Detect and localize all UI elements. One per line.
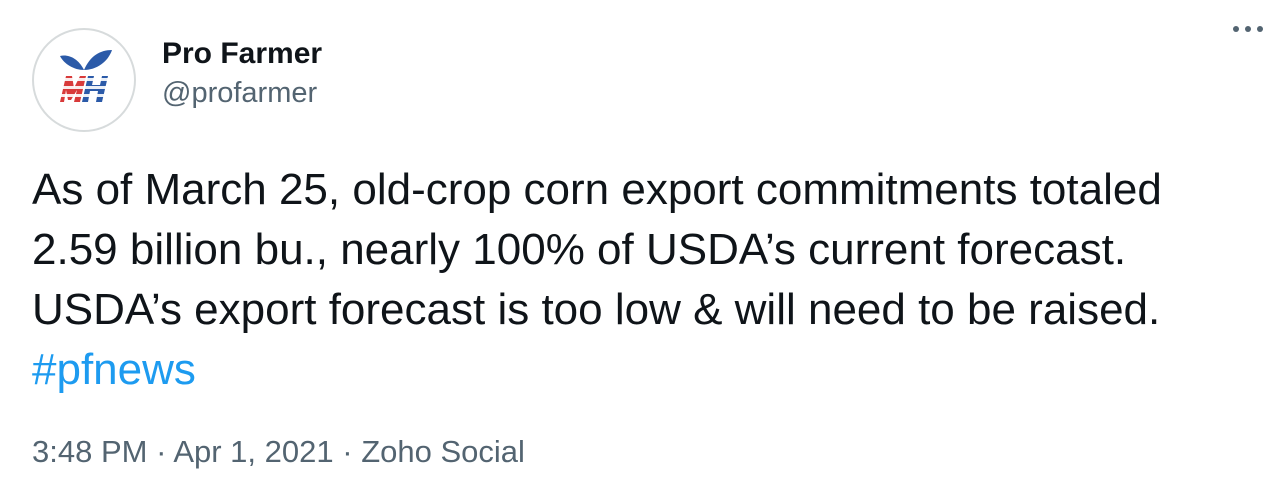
meta-separator: · [156,434,167,469]
meta-separator: · [342,434,353,469]
avatar[interactable] [32,28,136,132]
tweet-body-text: As of March 25, old-crop corn export com… [32,165,1162,334]
author-handle[interactable]: @profarmer [162,76,318,109]
author-display-name[interactable]: Pro Farmer [162,36,323,70]
tweet-metadata: 3:48 PM · Apr 1, 2021 · Zoho Social [32,434,525,470]
more-options-button[interactable] [1228,14,1268,44]
tweet-date[interactable]: Apr 1, 2021 [173,434,334,469]
tweet-source[interactable]: Zoho Social [361,434,525,469]
more-options-icon [1233,26,1263,32]
tweet-time[interactable]: 3:48 PM [32,434,148,469]
pro-farmer-logo-icon [54,50,112,102]
author-names: Pro Farmer @profarmer [162,37,322,110]
tweet-header: Pro Farmer @profarmer [32,20,1260,140]
tweet-text: As of March 25, old-crop corn export com… [32,160,1252,400]
hashtag-link[interactable]: #pfnews [32,345,196,394]
